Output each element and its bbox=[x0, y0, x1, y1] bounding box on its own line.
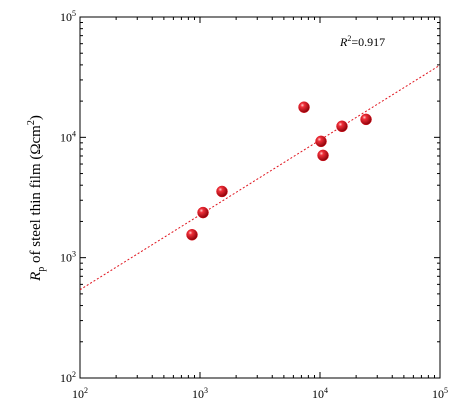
annotation: R2=0.917 bbox=[339, 34, 385, 49]
point bbox=[186, 229, 198, 241]
point bbox=[298, 101, 310, 113]
tick-label: 103 bbox=[192, 386, 208, 401]
tick-label: 105 bbox=[432, 386, 448, 401]
tick-base: 10 bbox=[60, 251, 72, 265]
tick-label: 104 bbox=[60, 129, 76, 144]
point bbox=[336, 120, 348, 133]
tick-base: 10 bbox=[192, 387, 204, 401]
tick-base: 10 bbox=[60, 10, 72, 24]
tick-base: 10 bbox=[60, 371, 72, 385]
annotation-text: =0.917 bbox=[351, 35, 385, 49]
tick-exponent: 5 bbox=[444, 386, 448, 395]
ylabel-sup: 2 bbox=[26, 120, 37, 125]
annotation-symbol: R bbox=[339, 35, 348, 49]
annotation-sup: 2 bbox=[347, 34, 351, 43]
tick-base: 10 bbox=[60, 130, 72, 144]
ylabel-end: ) bbox=[28, 115, 44, 120]
point bbox=[197, 206, 209, 219]
tick-label: 102 bbox=[72, 386, 88, 401]
point bbox=[216, 185, 228, 198]
ylabel-text: of steel thin film (Ωcm bbox=[28, 125, 44, 267]
tick-base: 10 bbox=[432, 387, 444, 401]
tick-exponent: 3 bbox=[204, 386, 208, 395]
tick-base: 10 bbox=[72, 387, 84, 401]
tick-label: 104 bbox=[312, 386, 328, 401]
tick-exponent: 2 bbox=[84, 386, 88, 395]
point bbox=[360, 113, 372, 126]
tick-exponent: 2 bbox=[72, 370, 76, 379]
tick-exponent: 3 bbox=[72, 250, 76, 259]
plot-frame bbox=[79, 16, 441, 379]
tick-exponent: 4 bbox=[72, 129, 76, 138]
tick-exponent: 4 bbox=[324, 386, 328, 395]
tick-label: 105 bbox=[60, 9, 76, 24]
fit-line bbox=[80, 64, 440, 291]
point bbox=[317, 149, 329, 162]
tick-exponent: 5 bbox=[72, 9, 76, 18]
tick-label: 103 bbox=[60, 250, 76, 265]
ylabel-symbol: R bbox=[28, 272, 44, 282]
ylabel-sub: p bbox=[36, 267, 47, 272]
tick-base: 10 bbox=[312, 387, 324, 401]
tick-label: 102 bbox=[60, 370, 76, 385]
y-axis-label: Rp of steel thin film (Ωcm2) bbox=[26, 115, 47, 282]
point bbox=[315, 135, 327, 148]
